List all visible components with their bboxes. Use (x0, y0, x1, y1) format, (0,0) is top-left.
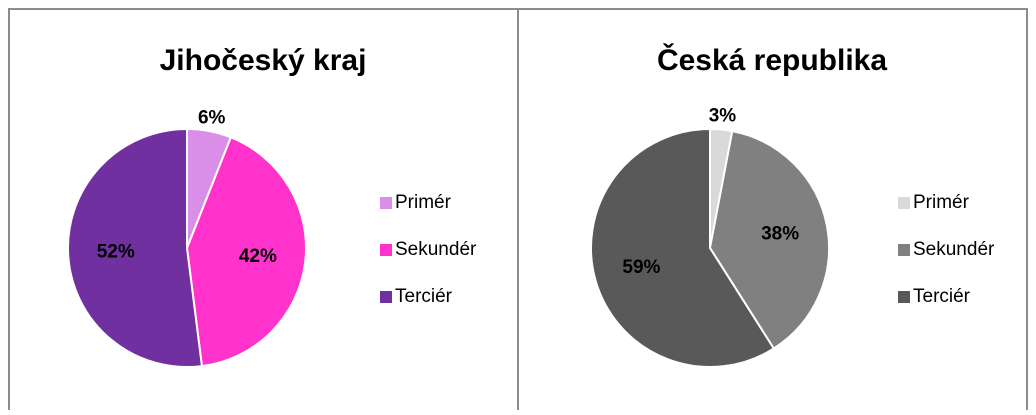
legend-label: Sekundér (395, 239, 477, 260)
legend-swatch (380, 244, 392, 256)
legend-swatch (380, 291, 392, 303)
data-label: 59% (622, 257, 660, 278)
data-label: 3% (709, 106, 737, 127)
pie-slice (590, 127, 776, 368)
legend-label: Terciér (913, 286, 971, 307)
data-label: 38% (761, 224, 799, 245)
legend-label: Terciér (395, 286, 453, 307)
legend-swatch (898, 244, 910, 256)
pie-slice (185, 136, 307, 368)
legend-label: Sekundér (913, 239, 995, 260)
legend-label: Primér (395, 192, 452, 213)
data-label: 52% (97, 241, 135, 262)
legend-swatch (898, 291, 910, 303)
legend-swatch (380, 197, 392, 209)
data-label: 6% (198, 107, 226, 128)
legend-label: Primér (913, 192, 970, 213)
pie-slice (67, 127, 204, 368)
chart-title: Česká republika (657, 43, 887, 77)
data-label: 42% (239, 246, 277, 267)
chart-title: Jihočeský kraj (160, 44, 367, 77)
legend-swatch (898, 197, 910, 209)
